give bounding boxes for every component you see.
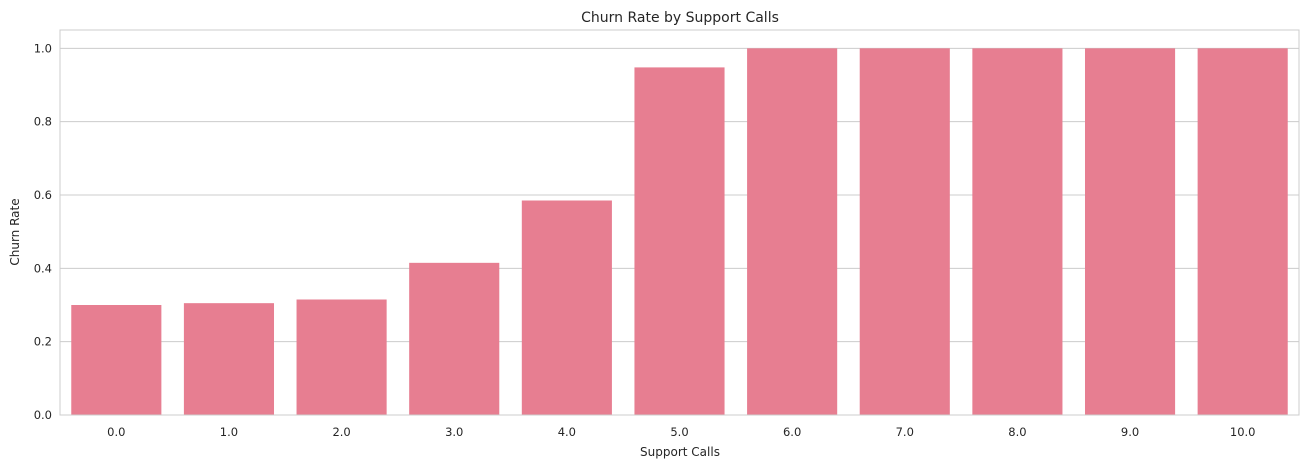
x-tick-label: 0.0 [107, 425, 125, 439]
x-tick-label: 1.0 [220, 425, 238, 439]
bar-2-0 [296, 299, 387, 415]
bars [71, 48, 1288, 416]
x-tick-label: 3.0 [445, 425, 463, 439]
y-tick-label: 0.2 [34, 335, 52, 349]
x-tick-label: 8.0 [1008, 425, 1026, 439]
bar-5-0 [634, 67, 725, 416]
bar-8-0 [972, 48, 1063, 415]
x-tick-label: 9.0 [1121, 425, 1139, 439]
y-tick-label: 0.0 [34, 408, 52, 422]
bar-4-0 [521, 200, 612, 415]
bar-3-0 [409, 262, 500, 415]
bar-9-0 [1084, 48, 1176, 415]
chart-title: Churn Rate by Support Calls [581, 10, 779, 26]
x-tick-label: 10.0 [1230, 425, 1256, 439]
y-axis-label: Churn Rate [8, 198, 22, 265]
plot-frame [59, 29, 1300, 416]
x-tick-labels: 0.0 1.0 2.0 3.0 4.0 5.0 6.0 7.0 8.0 9.0 10.0 [107, 425, 1255, 439]
bar-7-0 [859, 48, 950, 415]
bar-0-0 [71, 305, 162, 415]
y-tick-labels: 0.0 0.2 0.4 0.6 0.8 1.0 [34, 41, 52, 422]
x-tick-label: 7.0 [896, 425, 914, 439]
y-tick-label: 0.4 [34, 261, 52, 275]
y-tick-label: 0.8 [34, 115, 52, 129]
x-tick-label: 2.0 [332, 425, 350, 439]
y-tick-label: 1.0 [34, 41, 52, 55]
bar-1-0 [183, 303, 275, 415]
x-tick-label: 5.0 [670, 425, 688, 439]
bar-6-0 [747, 48, 838, 415]
x-tick-label: 6.0 [783, 425, 801, 439]
x-tick-label: 4.0 [558, 425, 576, 439]
bar-10-0 [1197, 48, 1288, 415]
x-axis-label: Support Calls [640, 445, 720, 459]
y-tick-label: 0.6 [34, 188, 52, 202]
